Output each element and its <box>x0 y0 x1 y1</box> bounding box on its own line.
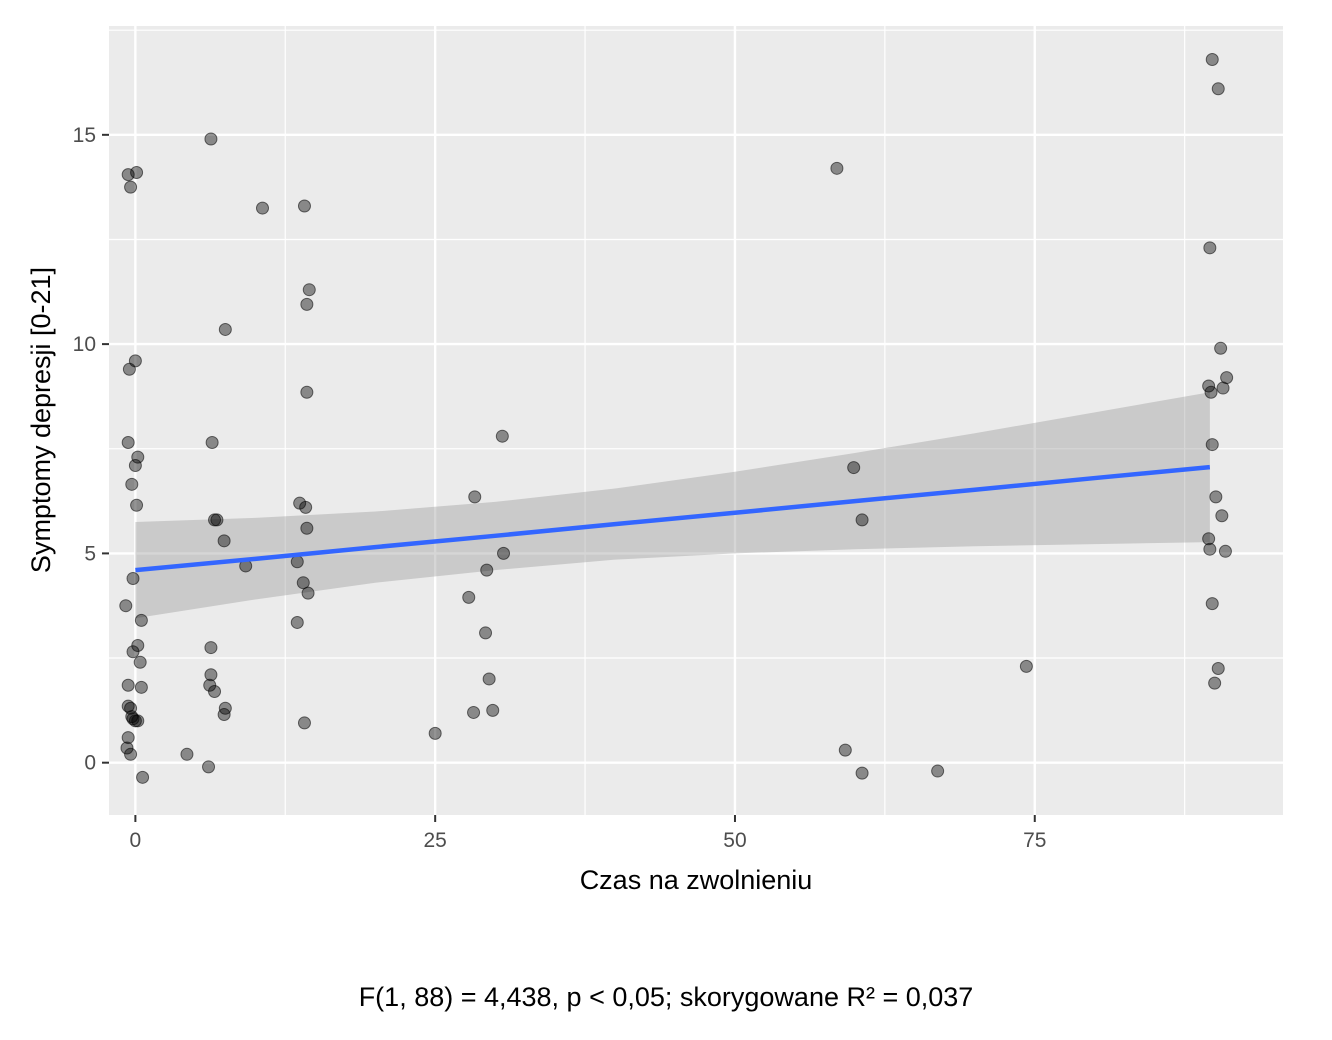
data-point <box>480 563 494 577</box>
data-point <box>931 764 945 778</box>
data-point <box>133 655 147 669</box>
data-point <box>134 613 148 627</box>
data-point <box>119 599 133 613</box>
data-point <box>255 201 269 215</box>
data-point <box>126 645 140 659</box>
x-tick-label: 25 <box>423 829 446 852</box>
data-point <box>300 521 314 535</box>
data-point <box>855 766 869 780</box>
data-point <box>121 168 135 182</box>
data-point <box>125 477 139 491</box>
data-point <box>497 546 511 560</box>
data-point <box>121 435 135 449</box>
data-point <box>297 199 311 213</box>
data-point <box>1216 381 1230 395</box>
data-point <box>1203 542 1217 556</box>
data-point <box>482 672 496 686</box>
data-point <box>124 747 138 761</box>
data-point <box>1211 82 1225 96</box>
x-tick-label: 50 <box>723 829 746 852</box>
data-point <box>838 743 852 757</box>
y-axis-title: Symptomy depresji [0-21] <box>26 267 56 573</box>
x-axis-title: Czas na zwolnieniu <box>580 865 813 895</box>
y-axis: 0 5 10 15 <box>73 124 109 775</box>
data-point <box>300 385 314 399</box>
data-point <box>120 741 134 755</box>
data-point <box>468 490 482 504</box>
data-point <box>1019 659 1033 673</box>
data-point <box>217 534 231 548</box>
data-point <box>297 716 311 730</box>
y-tick-label: 10 <box>73 333 96 356</box>
data-point <box>205 435 219 449</box>
data-point <box>486 703 500 717</box>
data-point <box>136 770 150 784</box>
y-tick-label: 0 <box>84 752 96 775</box>
data-point <box>204 641 218 655</box>
data-point <box>1218 544 1232 558</box>
data-point <box>1203 241 1217 255</box>
data-point <box>134 680 148 694</box>
data-point <box>1204 385 1218 399</box>
data-point <box>1211 662 1225 676</box>
regression-statistics: F(1, 88) = 4,438, p < 0,05; skorygowane … <box>358 982 974 1012</box>
data-point <box>130 165 144 179</box>
data-points <box>119 52 1234 784</box>
x-tick-label: 0 <box>130 829 142 852</box>
data-point <box>1202 532 1216 546</box>
data-point <box>1215 509 1229 523</box>
data-point <box>479 626 493 640</box>
data-point <box>1205 597 1219 611</box>
data-point <box>124 180 138 194</box>
data-point <box>218 322 232 336</box>
data-point <box>1205 52 1219 66</box>
data-point <box>180 747 194 761</box>
grid-minor <box>109 26 1283 815</box>
data-point <box>122 362 136 376</box>
data-point <box>495 429 509 443</box>
data-point <box>131 450 145 464</box>
data-point <box>204 668 218 682</box>
data-point <box>302 283 316 297</box>
x-axis: 0 25 50 75 <box>130 815 1046 852</box>
data-point <box>204 132 218 146</box>
data-point <box>296 576 310 590</box>
data-point <box>1208 676 1222 690</box>
data-point <box>1205 438 1219 452</box>
data-point <box>467 705 481 719</box>
y-tick-label: 15 <box>73 124 96 147</box>
confidence-band <box>135 392 1210 619</box>
data-point <box>462 590 476 604</box>
data-point <box>300 297 314 311</box>
data-point <box>208 685 222 699</box>
data-point <box>130 498 144 512</box>
data-point <box>128 458 142 472</box>
data-point <box>210 513 224 527</box>
data-point <box>290 615 304 629</box>
data-point <box>299 500 313 514</box>
data-point <box>847 461 861 475</box>
data-point <box>290 555 304 569</box>
regression-line <box>135 464 1211 573</box>
plot-panel <box>109 26 1283 815</box>
data-point <box>1209 490 1223 504</box>
data-point <box>830 161 844 175</box>
x-tick-label: 75 <box>1023 829 1046 852</box>
grid-major <box>109 26 1283 815</box>
data-point <box>855 513 869 527</box>
data-point <box>121 731 135 745</box>
data-point <box>121 678 135 692</box>
data-point <box>131 714 145 728</box>
data-point <box>1214 341 1228 355</box>
data-point <box>126 572 140 586</box>
data-point <box>301 586 315 600</box>
data-point <box>202 760 216 774</box>
y-tick-label: 5 <box>84 542 96 565</box>
data-point <box>217 708 231 722</box>
data-point <box>428 726 442 740</box>
